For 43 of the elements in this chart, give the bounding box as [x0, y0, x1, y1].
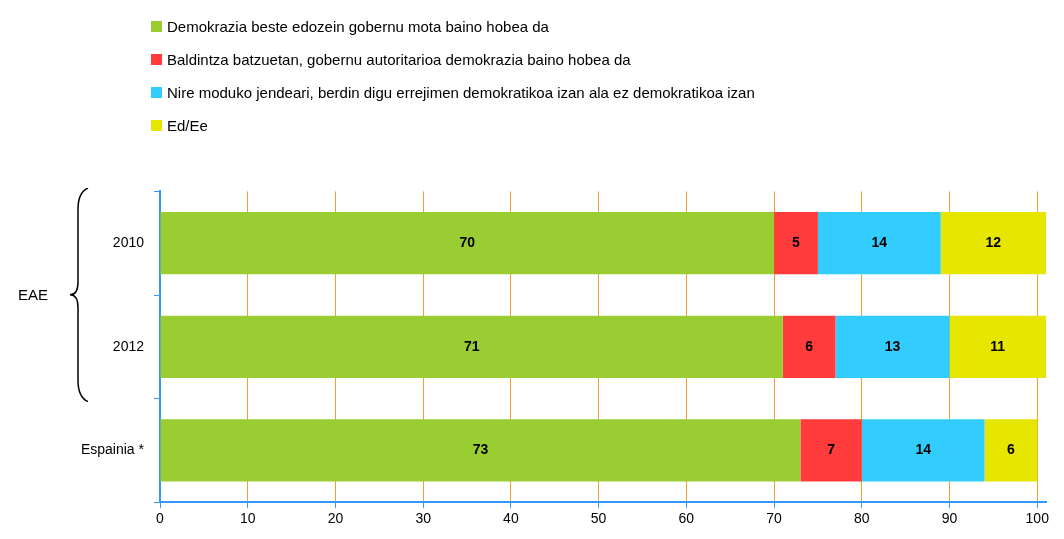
bar	[817, 212, 941, 275]
text: EAE	[18, 286, 49, 303]
y-tick-label: 2012	[112, 337, 145, 354]
legend-label: Baldintza batzuetan, gobernu autoritarioa demokrazia baino hobea da	[167, 51, 631, 68]
data-label: 5	[792, 234, 801, 251]
x-tick-label: 90	[941, 510, 958, 527]
data-label: 14	[871, 234, 888, 251]
legend-label: Ed/Ee	[167, 117, 208, 134]
bar	[160, 212, 775, 275]
bar	[984, 419, 1038, 482]
data-label: 6	[805, 337, 814, 354]
bar	[861, 419, 985, 482]
data-label: 73	[472, 441, 489, 458]
bar	[774, 212, 818, 275]
bar	[782, 315, 836, 378]
data-label: 13	[884, 337, 901, 354]
y-tick-label: 2010	[112, 234, 145, 251]
data-label: 7	[827, 441, 836, 458]
data-label: 11	[990, 337, 1006, 354]
x-tick-label: 0	[156, 510, 165, 527]
x-tick-label: 30	[415, 510, 432, 527]
x-tick-label: 80	[853, 510, 870, 527]
x-tick-label: 70	[766, 510, 783, 527]
legend-label: Demokrazia beste edozein gobernu mota baino hobea da	[167, 18, 549, 35]
data-label: 71	[463, 337, 480, 354]
x-tick-label: 40	[503, 510, 519, 527]
bar	[800, 419, 862, 482]
x-tick-label: 60	[678, 510, 695, 527]
y-tick-label: Espainia *	[80, 441, 145, 458]
bar	[835, 315, 950, 378]
data-label: 70	[459, 234, 476, 251]
legend-label: Nire moduko jendeari, berdin digu errejimen demokratikoa izan ala ez demokratikoa izan	[167, 84, 755, 101]
data-label: 12	[985, 234, 1002, 251]
x-tick-label: 100	[1025, 510, 1050, 527]
x-tick-label: 10	[239, 510, 256, 527]
bar	[160, 419, 801, 482]
x-tick-label: 20	[327, 510, 344, 527]
bar	[160, 315, 783, 378]
bar	[949, 315, 1046, 378]
bar	[940, 212, 1046, 275]
data-label: 6	[1007, 441, 1016, 458]
data-label: 14	[915, 441, 932, 458]
x-tick-label: 50	[590, 510, 607, 527]
